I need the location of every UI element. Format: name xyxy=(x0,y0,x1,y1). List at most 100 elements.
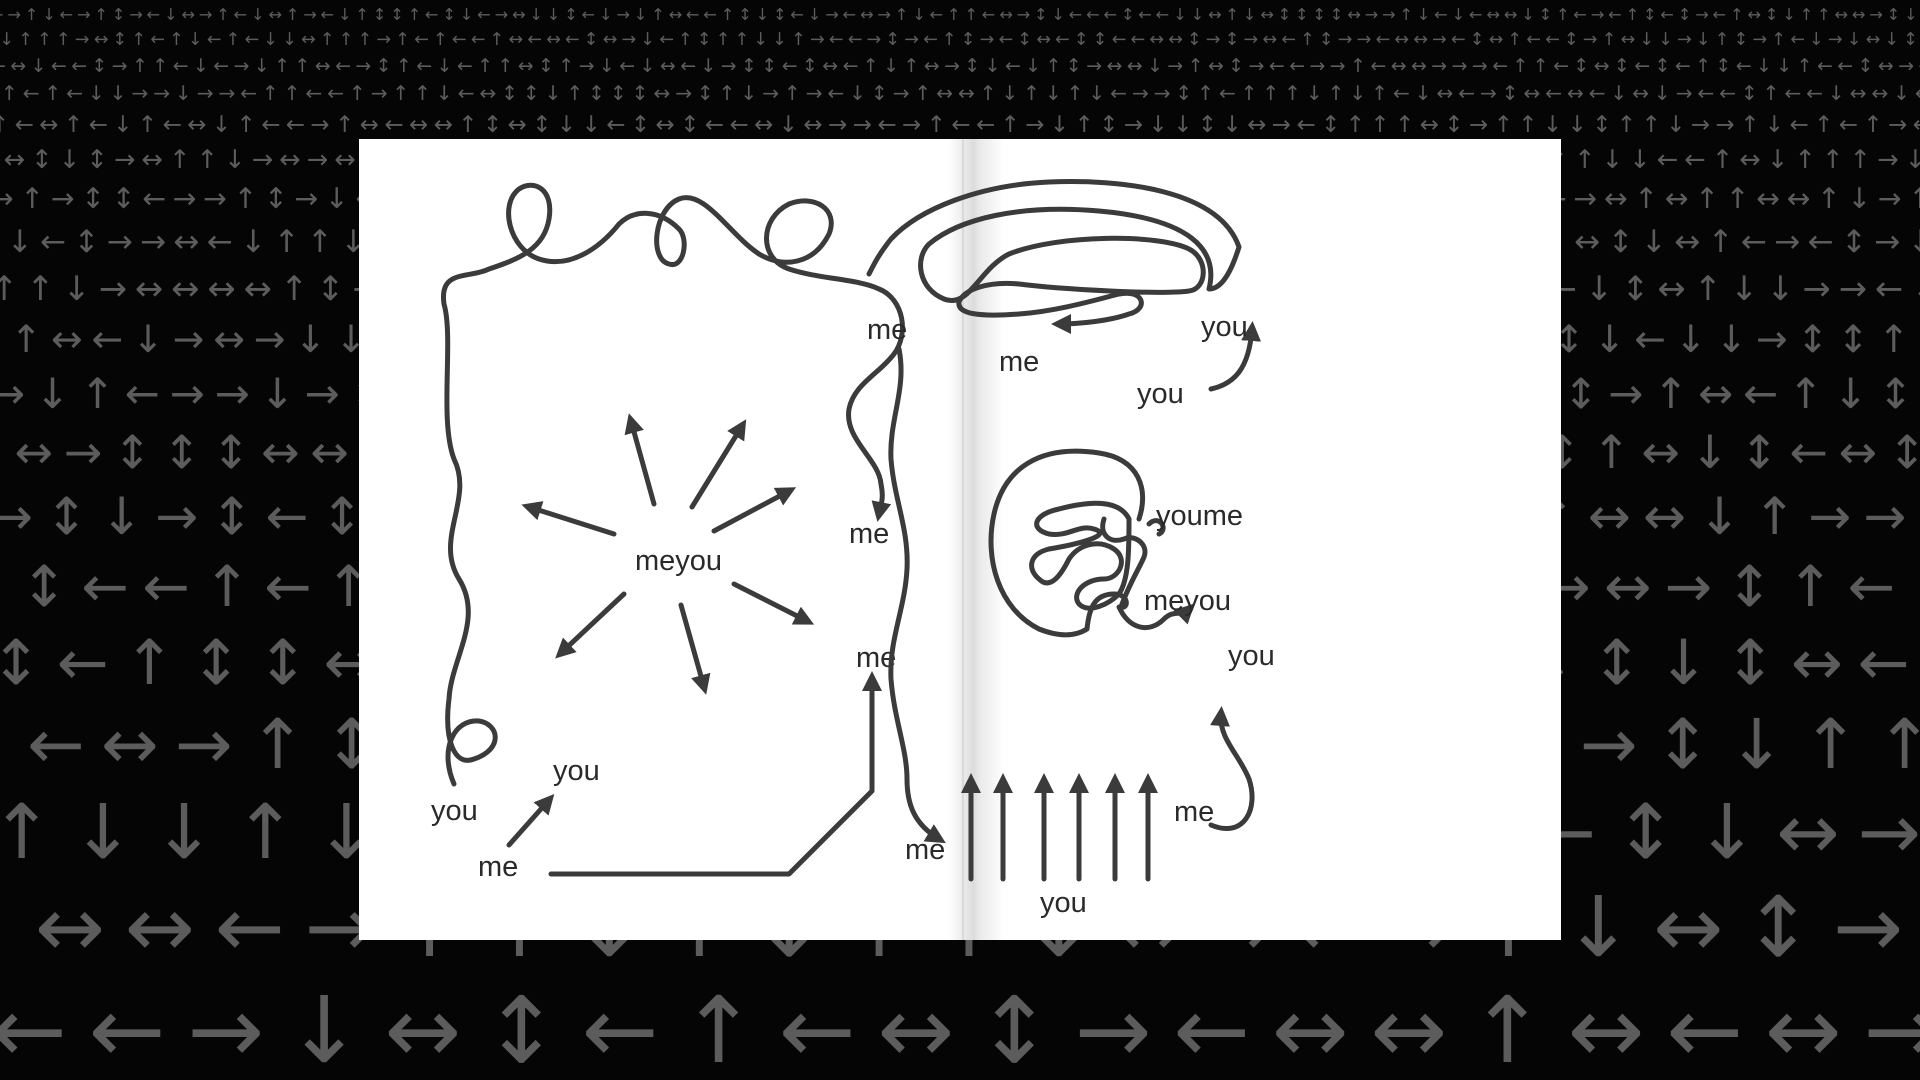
background-arrow-glyph: ↓ xyxy=(1594,317,1626,361)
background-arrow-glyph: ↓ xyxy=(640,55,656,77)
background-arrow-glyph: → xyxy=(1591,5,1605,24)
background-arrow-glyph: ↕ xyxy=(113,425,151,479)
background-arrow-glyph: ← xyxy=(680,55,696,77)
background-arrow-glyph: ↓ xyxy=(1893,81,1910,105)
label-inner-me: me xyxy=(999,346,1039,378)
background-arrow-glyph: ↔ xyxy=(1208,5,1222,24)
background-arrow-glyph: ↕ xyxy=(871,81,888,105)
background-arrow-glyph: → xyxy=(1580,705,1638,785)
background-arrow-glyph: ↓ xyxy=(1658,626,1710,699)
background-arrow-glyph: ↑ xyxy=(1626,5,1640,24)
background-arrow-glyph: → xyxy=(131,81,148,105)
background-arrow-glyph: ↓ xyxy=(100,487,143,547)
background-arrow-glyph: ↔ xyxy=(39,112,58,138)
background-arrow-glyph: ↓ xyxy=(912,5,926,24)
background-arrow-glyph: ↑ xyxy=(914,81,931,105)
background-arrow-glyph: ↕ xyxy=(738,5,752,24)
background-arrow-glyph: ↓ xyxy=(640,30,655,50)
background-arrow-glyph: ← xyxy=(458,81,475,105)
background-arrow-glyph: → xyxy=(1839,269,1867,308)
background-arrow-glyph: ↕ xyxy=(632,81,649,105)
background-arrow-glyph: ← xyxy=(686,5,700,24)
background-arrow-glyph: ↔ xyxy=(1149,30,1164,50)
background-arrow-glyph: → xyxy=(853,112,872,138)
background-arrow-glyph: ← xyxy=(1573,5,1587,24)
background-arrow-glyph: ← xyxy=(790,5,804,24)
background-arrow-glyph: ↔ xyxy=(10,55,26,77)
left-page: you me meyou you me me xyxy=(431,182,905,883)
background-arrow-glyph: ↔ xyxy=(51,317,83,361)
background-arrow-glyph: ↕ xyxy=(773,5,787,24)
background-arrow-glyph: ← xyxy=(582,977,659,1080)
background-arrow-glyph: ↓ xyxy=(1776,55,1792,77)
background-arrow-glyph: ↕ xyxy=(1740,425,1778,479)
background-arrow-glyph: ↑ xyxy=(1730,5,1744,24)
background-arrow-glyph: → xyxy=(1803,269,1831,308)
background-arrow-glyph: ← xyxy=(705,112,724,138)
background-arrow-glyph: → xyxy=(1756,317,1788,361)
radial-arrow-up-right xyxy=(689,419,747,510)
background-arrow-glyph: ↕ xyxy=(697,81,714,105)
background-arrow-glyph: ← xyxy=(982,5,996,24)
background-arrow-glyph: ↕ xyxy=(523,81,540,105)
background-arrow-glyph: ← xyxy=(1005,55,1021,77)
background-arrow-glyph: ↓ xyxy=(1417,5,1431,24)
background-arrow-glyph: ↓ xyxy=(1716,317,1748,361)
background-arrow-glyph: ↑ xyxy=(1817,182,1841,215)
background-arrow-glyph: ← xyxy=(1736,55,1752,77)
background-arrow-glyph: ↑ xyxy=(234,788,297,876)
background-arrow-glyph: ↑ xyxy=(1695,55,1711,77)
background-arrow-glyph: → xyxy=(893,81,910,105)
background-arrow-glyph: → xyxy=(376,30,391,50)
background-arrow-glyph: → xyxy=(616,5,630,24)
background-arrow-glyph: ↓ xyxy=(1765,112,1784,138)
background-arrow-glyph: ↔ xyxy=(35,878,105,976)
background-arrow-glyph: ↕ xyxy=(1502,81,1519,105)
background-arrow-glyph: ← xyxy=(1697,81,1714,105)
background-arrow-glyph: ← xyxy=(1269,55,1285,77)
background-arrow-glyph: ↓ xyxy=(175,81,192,105)
background-arrow-glyph: ↓ xyxy=(808,5,822,24)
background-arrow-glyph: ↑ xyxy=(947,5,961,24)
background-arrow-glyph: ↔ xyxy=(187,112,206,138)
background-arrow-glyph: ↓ xyxy=(756,5,770,24)
background-arrow-glyph: ↕ xyxy=(1887,5,1901,24)
background-arrow-glyph: ← xyxy=(1393,81,1410,105)
background-arrow-glyph: ← xyxy=(125,369,160,418)
background-arrow-glyph: ↓ xyxy=(7,224,33,260)
background-arrow-glyph: ↑ xyxy=(1284,81,1301,105)
background-arrow-glyph: ↓ xyxy=(1658,30,1673,50)
background-arrow-glyph: ↔ xyxy=(479,81,496,105)
background-arrow-glyph: ← xyxy=(1434,5,1448,24)
background-arrow-glyph: ↑ xyxy=(37,30,52,50)
background-arrow-glyph: ↑ xyxy=(56,30,71,50)
background-arrow-glyph: → xyxy=(307,145,328,175)
background-arrow-glyph: ↓ xyxy=(1223,112,1242,138)
background-arrow-glyph: ↓ xyxy=(325,182,349,215)
label-bottom-me: me xyxy=(478,851,518,883)
background-arrow-glyph: → xyxy=(825,5,839,24)
background-arrow-glyph: ↕ xyxy=(1678,5,1692,24)
background-arrow-glyph: ↑ xyxy=(249,705,307,785)
background-arrow-glyph: ↑ xyxy=(566,81,583,105)
background-arrow-glyph: ↕ xyxy=(1312,5,1326,24)
background-arrow-glyph: ↓ xyxy=(1641,224,1667,260)
background-arrow-glyph: ↓ xyxy=(1884,30,1899,50)
background-arrow-glyph: ↔ xyxy=(877,977,954,1080)
background-arrow-glyph: ↔ xyxy=(261,425,299,479)
me-to-you-arrow xyxy=(506,794,555,848)
background-arrow-glyph: ← xyxy=(1741,224,1767,260)
background-arrow-glyph: ↕ xyxy=(802,55,818,77)
background-arrow-glyph: ↓ xyxy=(740,81,757,105)
background-arrow-glyph: ↕ xyxy=(112,182,136,215)
background-arrow-glyph: ↔ xyxy=(171,269,199,308)
background-arrow-glyph: ← xyxy=(89,977,166,1080)
background-arrow-glyph: ↔ xyxy=(1391,55,1407,77)
background-arrow-glyph: ← xyxy=(1713,5,1727,24)
background-arrow-glyph: → xyxy=(1025,112,1044,138)
background-arrow-glyph: → xyxy=(355,55,371,77)
background-arrow-glyph: ← xyxy=(163,112,182,138)
background-arrow-glyph: ↔ xyxy=(1272,977,1349,1080)
background-arrow-glyph: ↔ xyxy=(1739,145,1760,175)
background-arrow-glyph: ← xyxy=(240,81,257,105)
